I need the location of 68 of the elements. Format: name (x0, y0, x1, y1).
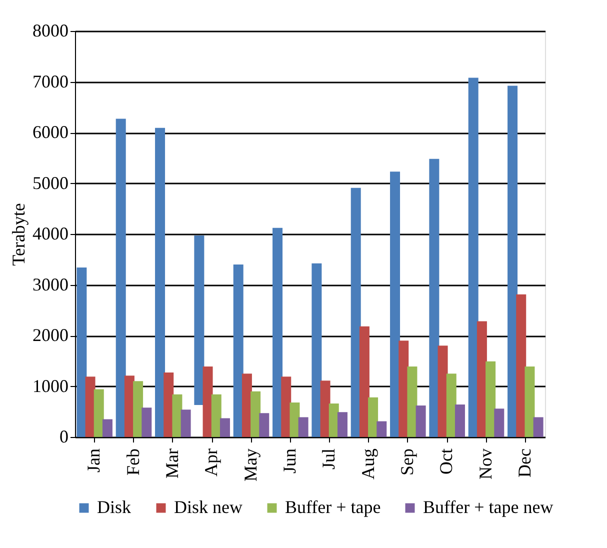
bar (486, 361, 496, 437)
bar (202, 366, 213, 437)
bar (180, 410, 191, 437)
bar (429, 158, 440, 437)
x-tick-label: Sep (396, 448, 417, 476)
bar (454, 404, 465, 437)
x-tick-label: Feb (122, 448, 143, 476)
y-tick-label: 4000 (32, 224, 68, 244)
legend-label: Buffer + tape new (423, 497, 554, 517)
y-tick-label: 1000 (32, 376, 68, 396)
bar (368, 397, 378, 437)
y-tick-label: 6000 (32, 122, 68, 142)
bar (407, 366, 418, 437)
bar (76, 267, 87, 437)
bar (250, 391, 261, 437)
bar (233, 264, 244, 437)
bar (211, 394, 222, 437)
x-tick-label: Aug (358, 448, 378, 480)
bar (220, 418, 230, 437)
bar (298, 417, 308, 437)
bar (508, 86, 518, 437)
bar (272, 228, 283, 437)
bar (281, 376, 292, 437)
y-tick-label: 5000 (32, 172, 68, 193)
bar (446, 374, 456, 437)
y-tick-label: 2000 (32, 325, 68, 345)
bar (359, 326, 370, 437)
bar (533, 417, 544, 437)
bar (312, 263, 322, 437)
x-tick-label: Dec (514, 448, 534, 478)
x-tick-label: Apr (201, 448, 222, 476)
bar (133, 381, 144, 437)
legend-label: Buffer + tape (285, 497, 381, 517)
legend-label: Disk (97, 497, 132, 517)
x-tick-label: Jun (279, 448, 300, 474)
x-tick-label: Jan (84, 448, 104, 472)
bar (524, 366, 535, 437)
bar (320, 380, 330, 437)
y-axis-title: Terabyte (8, 203, 28, 266)
bar (494, 408, 504, 437)
bar (94, 389, 104, 437)
x-tick-label: Oct (436, 448, 456, 474)
x-tick-label: Mar (162, 448, 182, 478)
bar (476, 321, 487, 437)
bar (155, 128, 166, 437)
y-tick-label: 8000 (32, 20, 68, 40)
bar (116, 118, 126, 437)
bar (142, 408, 152, 437)
bar (194, 236, 204, 406)
bar (164, 372, 174, 437)
y-tick-label: 3000 (32, 274, 68, 294)
x-tick-label: Nov (475, 448, 496, 480)
bar (350, 188, 361, 437)
bar (337, 412, 348, 437)
x-tick-label: May (240, 448, 260, 482)
legend-label: Disk new (174, 497, 242, 517)
bar (516, 294, 526, 437)
bar (390, 172, 400, 437)
y-tick-label: 0 (60, 426, 68, 446)
bar (102, 419, 112, 437)
x-tick-label: Jul (318, 448, 339, 470)
bar (290, 402, 300, 437)
bar (468, 78, 478, 437)
bar (376, 421, 387, 437)
bar (416, 406, 426, 437)
y-tick-label: 7000 (32, 71, 68, 92)
bar (172, 394, 182, 437)
bar (259, 413, 270, 437)
